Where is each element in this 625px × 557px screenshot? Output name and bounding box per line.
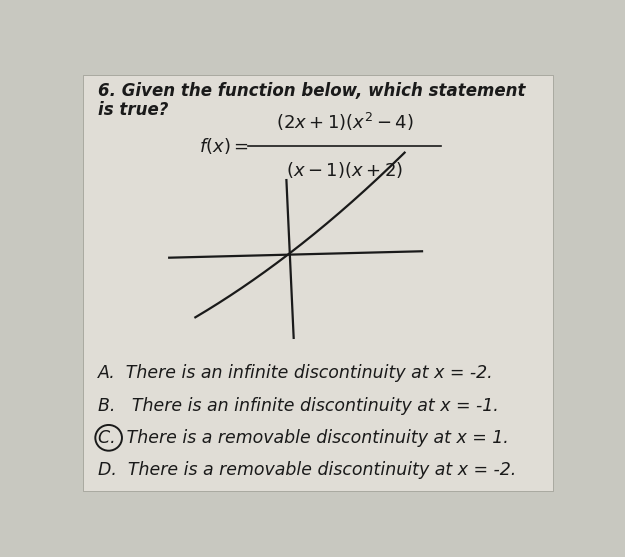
Text: D.  There is a removable discontinuity at x = -2.: D. There is a removable discontinuity at… bbox=[98, 461, 516, 479]
Text: B.   There is an infinite discontinuity at x = -1.: B. There is an infinite discontinuity at… bbox=[98, 397, 498, 414]
Text: $(2x+1)(x^2-4)$: $(2x+1)(x^2-4)$ bbox=[276, 111, 413, 133]
FancyBboxPatch shape bbox=[83, 75, 553, 491]
Text: C.  There is a removable discontinuity at x = 1.: C. There is a removable discontinuity at… bbox=[98, 429, 508, 447]
Text: $(x-1)(x+2)$: $(x-1)(x+2)$ bbox=[286, 160, 403, 180]
Text: is true?: is true? bbox=[98, 101, 168, 119]
Text: $f(x) =$: $f(x) =$ bbox=[199, 136, 249, 156]
Text: A.  There is an infinite discontinuity at x = -2.: A. There is an infinite discontinuity at… bbox=[98, 364, 493, 383]
Text: 6. Given the function below, which statement: 6. Given the function below, which state… bbox=[98, 82, 525, 100]
